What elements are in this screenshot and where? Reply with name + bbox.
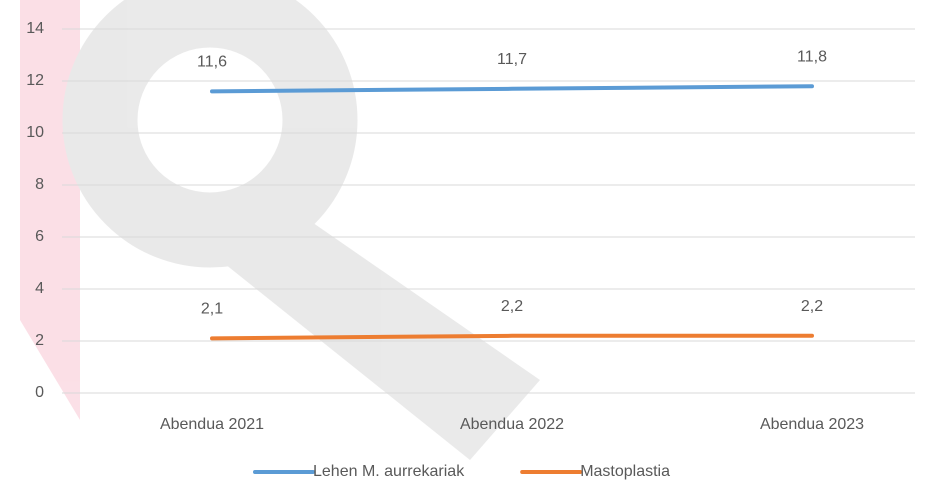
x-tick-label: Abendua 2023 bbox=[760, 416, 864, 433]
series-line bbox=[210, 84, 814, 94]
y-tick-label: 8 bbox=[35, 176, 44, 193]
y-tick-label: 12 bbox=[26, 72, 44, 89]
watermark bbox=[20, 0, 540, 460]
data-label: 11,7 bbox=[497, 51, 527, 68]
data-label: 11,6 bbox=[197, 54, 227, 71]
y-tick-label: 10 bbox=[26, 124, 44, 141]
data-label: 2,2 bbox=[801, 298, 823, 315]
legend-label: Mastoplastia bbox=[580, 463, 670, 480]
data-label: 11,8 bbox=[797, 48, 827, 65]
x-tick-label: Abendua 2021 bbox=[160, 416, 264, 433]
data-label: 2,1 bbox=[201, 301, 223, 318]
series-line bbox=[210, 333, 814, 341]
y-tick-label: 6 bbox=[35, 228, 44, 245]
y-tick-label: 0 bbox=[35, 384, 44, 401]
y-tick-label: 2 bbox=[35, 332, 44, 349]
x-tick-label: Abendua 2022 bbox=[460, 416, 564, 433]
data-label: 2,2 bbox=[501, 298, 523, 315]
y-tick-label: 14 bbox=[26, 20, 44, 37]
y-tick-label: 4 bbox=[35, 280, 44, 297]
legend-label: Lehen M. aurrekariak bbox=[313, 463, 465, 480]
